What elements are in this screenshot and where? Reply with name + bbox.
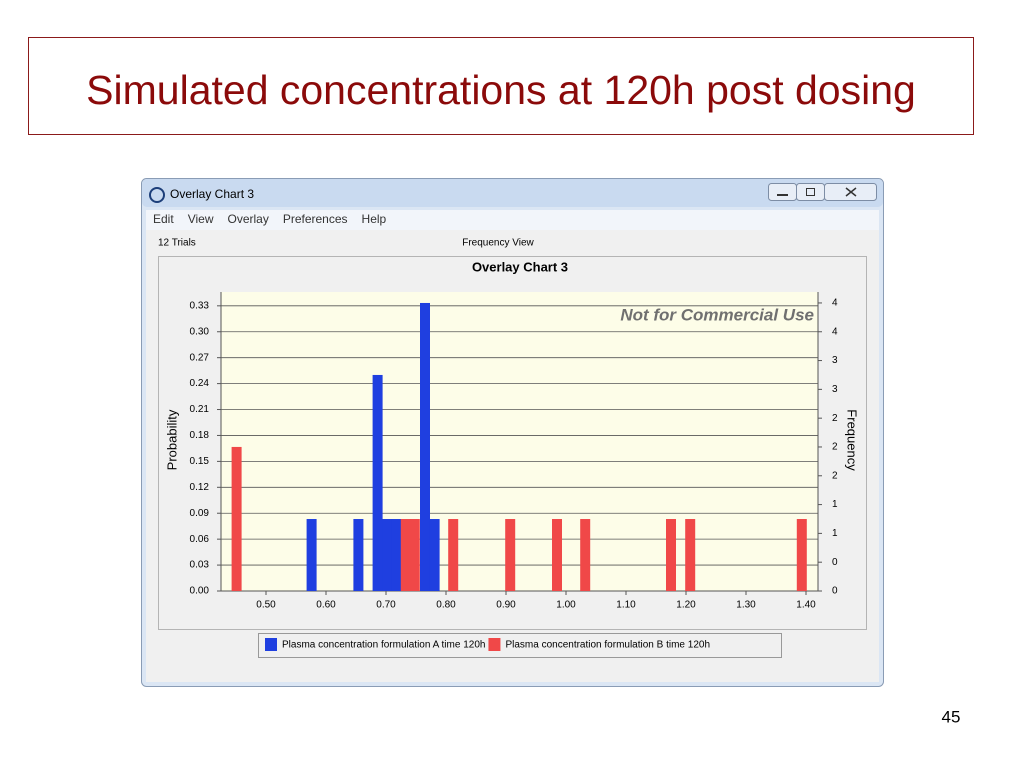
close-icon <box>845 187 857 197</box>
x-tick-label: 1.40 <box>796 600 816 611</box>
menu-item[interactable]: Help <box>362 212 387 226</box>
y2-tick-label: 3 <box>832 355 838 366</box>
app-icon <box>149 187 165 203</box>
y2-tick-label: 0 <box>832 557 838 568</box>
menu-item[interactable]: Edit <box>153 212 174 226</box>
x-tick-label: 1.20 <box>676 600 696 611</box>
y-tick-label: 0.30 <box>190 326 210 337</box>
y2-tick-label: 1 <box>832 528 838 539</box>
bar <box>400 519 411 591</box>
menu-item[interactable]: Preferences <box>283 212 348 226</box>
bar <box>796 519 807 591</box>
watermark: Not for Commercial Use <box>620 305 814 324</box>
bar <box>420 302 430 591</box>
x-tick-label: 0.80 <box>436 600 456 611</box>
chart: 0.00 0.03 0.06 0.09 0.12 0.15 0.18 0.21 0.24 0.27… <box>190 292 838 651</box>
bar <box>666 519 676 591</box>
bar <box>409 519 420 591</box>
bar <box>505 519 516 591</box>
y2-tick-label: 2 <box>832 413 838 424</box>
x-tick-label: 0.70 <box>376 600 396 611</box>
bar <box>685 519 696 591</box>
bar <box>429 519 440 591</box>
legend-label: Plasma concentration formulation A time … <box>282 640 485 651</box>
y-tick-label: 0.21 <box>190 404 210 415</box>
view-label: Frequency View <box>462 238 534 249</box>
legend-swatch <box>488 638 501 651</box>
legend <box>258 633 782 658</box>
y2-tick-label: 0 <box>832 586 838 597</box>
bar <box>448 519 459 591</box>
legend-swatch <box>265 638 277 651</box>
x-tick-label: 1.10 <box>616 600 636 611</box>
menu: Edit View Overlay Preferences Help <box>153 212 387 226</box>
x-tick-label: 1.30 <box>736 600 756 611</box>
bar <box>231 446 242 591</box>
trials-label: 12 Trials <box>158 238 196 249</box>
bar <box>306 519 317 591</box>
bar <box>552 519 562 591</box>
y2-tick-label: 1 <box>832 499 838 510</box>
y2-tick-label: 2 <box>832 470 838 481</box>
menu-bar <box>146 210 879 230</box>
maximize-button[interactable] <box>796 183 825 201</box>
y2-tick-label: 3 <box>832 384 838 395</box>
y-tick-label: 0.18 <box>190 430 210 441</box>
legend-label: Plasma concentration formulation B time … <box>505 640 710 651</box>
page-number: 45 <box>942 707 961 726</box>
x-tick-label: 1.00 <box>556 600 576 611</box>
y2-axis-label: Frequency <box>845 409 860 471</box>
y-tick-label: 0.15 <box>190 456 210 467</box>
chart-title: Overlay Chart 3 <box>472 259 568 274</box>
y-tick-label: 0.33 <box>190 300 210 311</box>
y-tick-label: 0.00 <box>190 586 210 597</box>
bar <box>353 519 364 591</box>
x-tick-label: 0.50 <box>256 600 276 611</box>
x-tick-label: 0.90 <box>496 600 516 611</box>
y-tick-label: 0.12 <box>190 482 210 493</box>
title-bar <box>142 179 883 207</box>
menu-item[interactable]: Overlay <box>227 212 268 226</box>
menu-item[interactable]: View <box>188 212 214 226</box>
plot-area <box>221 292 818 591</box>
y-tick-label: 0.06 <box>190 534 210 545</box>
minimize-button[interactable] <box>768 183 797 201</box>
window-title: Overlay Chart 3 <box>170 187 254 201</box>
y2-tick-label: 4 <box>832 298 838 309</box>
bar <box>382 519 393 591</box>
y-tick-label: 0.09 <box>190 508 210 519</box>
slide-title: Simulated concentrations at 120h post do… <box>86 67 916 113</box>
y2-tick-label: 2 <box>832 442 838 453</box>
y-axis-label: Probability <box>164 409 179 470</box>
x-tick-label: 0.60 <box>316 600 336 611</box>
y-tick-label: 0.27 <box>190 352 210 363</box>
bar <box>580 519 591 591</box>
title-box <box>28 37 974 135</box>
bar <box>372 374 383 591</box>
bar <box>391 519 402 591</box>
maximize-icon <box>806 188 815 196</box>
y-tick-label: 0.24 <box>190 378 210 389</box>
y2-tick-label: 4 <box>832 326 838 337</box>
y-tick-label: 0.03 <box>190 560 210 571</box>
